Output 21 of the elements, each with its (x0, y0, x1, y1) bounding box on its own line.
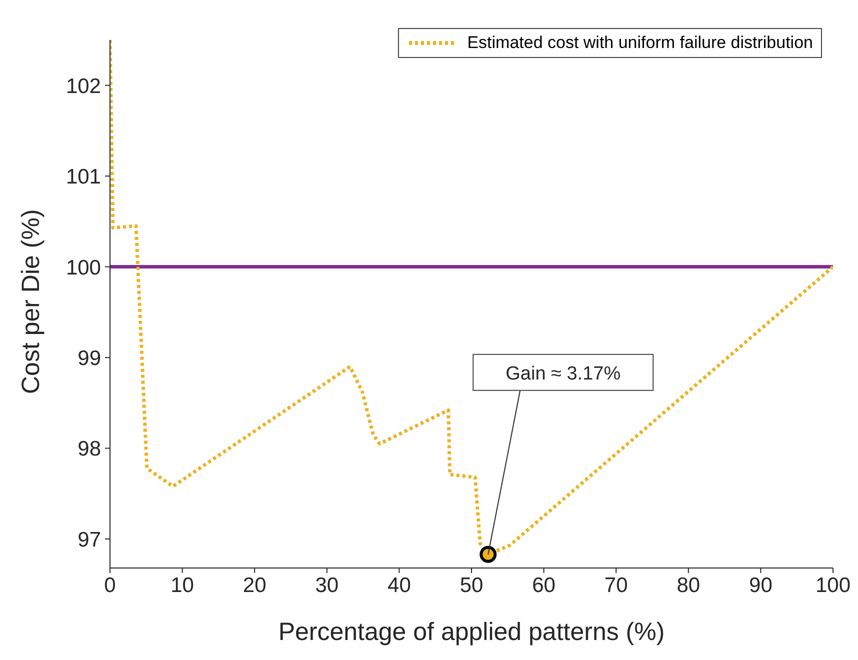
annotation: Gain ≈ 3.17% (506, 363, 621, 384)
y-tick-label: 102 (66, 74, 101, 98)
y-tick-label: 100 (66, 256, 101, 280)
x-tick-label: 40 (388, 574, 411, 597)
y-tick-label: 98 (78, 438, 101, 461)
y-tick-label: 99 (78, 346, 101, 370)
x-tick-label: 80 (676, 574, 700, 597)
x-axis-title: Percentage of applied patterns (%) (278, 618, 665, 646)
x-tick-label: 20 (242, 574, 266, 597)
x-tick-label: 90 (749, 574, 772, 597)
y-tick-label: 101 (66, 166, 101, 189)
x-tick-label: 0 (104, 574, 116, 597)
x-tick-label: 30 (315, 574, 339, 597)
x-tick-label: 100 (815, 574, 851, 597)
x-tick-label: 60 (532, 574, 556, 597)
x-tick-label: 70 (604, 574, 628, 597)
y-axis-title: Cost per Die (%) (16, 209, 45, 394)
legend-label: Estimated cost with uniform failure distribution (467, 33, 813, 53)
x-tick-label: 50 (460, 574, 484, 597)
y-tick-label: 97 (78, 528, 101, 552)
x-tick-label: 10 (170, 574, 194, 597)
